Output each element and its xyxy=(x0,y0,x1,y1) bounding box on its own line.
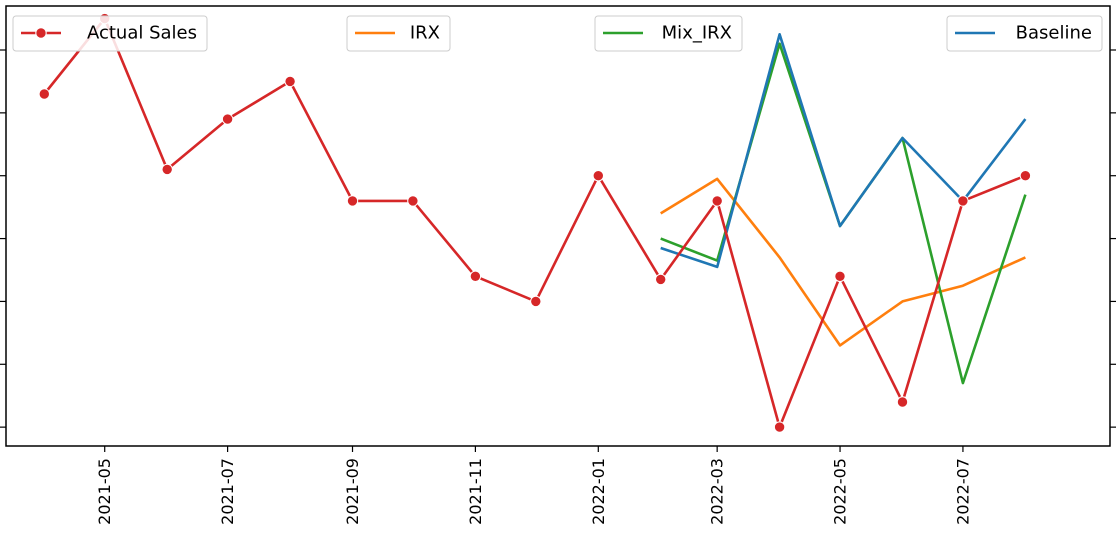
x-tick-label: 2021-09 xyxy=(343,458,362,525)
x-tick-label: 2022-07 xyxy=(953,458,972,525)
x-tick-label: 2022-05 xyxy=(831,458,850,525)
actual-sales-point xyxy=(346,195,359,207)
actual-sales-point xyxy=(834,270,846,282)
legend-actual-sales: Actual Sales xyxy=(12,15,208,52)
actual-sales-point xyxy=(38,88,50,100)
actual-sales-point xyxy=(957,195,969,207)
actual-sales-point xyxy=(469,270,482,282)
actual-sales-point xyxy=(284,75,296,88)
x-tick-label: 2021-05 xyxy=(95,458,114,525)
actual-sales-point xyxy=(896,396,909,408)
legend-label: Baseline xyxy=(1016,23,1092,44)
actual-sales-line xyxy=(43,17,1026,429)
plot-frame xyxy=(5,5,1111,447)
legend-label: Actual Sales xyxy=(87,23,197,44)
legend-marker xyxy=(35,27,47,39)
legend-box xyxy=(346,15,451,52)
baseline-line xyxy=(660,32,1027,269)
actual-sales-point xyxy=(530,295,542,308)
axis-ticks: 2021-05 2021-07 2021-09 2021-11 2022-01 2022-… xyxy=(0,49,1116,525)
actual-sales-point xyxy=(221,113,234,125)
actual-sales-point xyxy=(161,163,173,176)
legend-box xyxy=(12,15,208,52)
legend-label: Mix_IRX xyxy=(662,23,732,44)
legend-baseline: Baseline xyxy=(946,15,1103,52)
x-tick-label: 2021-11 xyxy=(466,458,485,525)
actual-sales-point xyxy=(773,421,786,433)
x-tick-label: 2022-01 xyxy=(589,458,608,525)
actual-sales-point xyxy=(655,273,667,286)
legend-box xyxy=(946,15,1103,52)
legend-label: IRX xyxy=(410,23,440,44)
irx-line xyxy=(660,177,1026,347)
mix-irx-line xyxy=(660,42,1027,385)
actual-sales-point xyxy=(592,170,604,182)
x-tick-label: 2021-07 xyxy=(218,458,237,525)
x-tick-label: 2022-03 xyxy=(708,458,727,525)
legend-irx: IRX xyxy=(346,15,451,52)
actual-sales-point xyxy=(407,195,419,207)
legend-box xyxy=(594,15,743,52)
legend-mix-irx: Mix_IRX xyxy=(594,15,743,52)
actual-sales-point xyxy=(711,195,723,207)
legends: Actual Sales IRX Mix_IRX Baseline xyxy=(12,15,1103,52)
actual-sales-point xyxy=(1019,170,1032,182)
plot-lines xyxy=(38,12,1032,433)
